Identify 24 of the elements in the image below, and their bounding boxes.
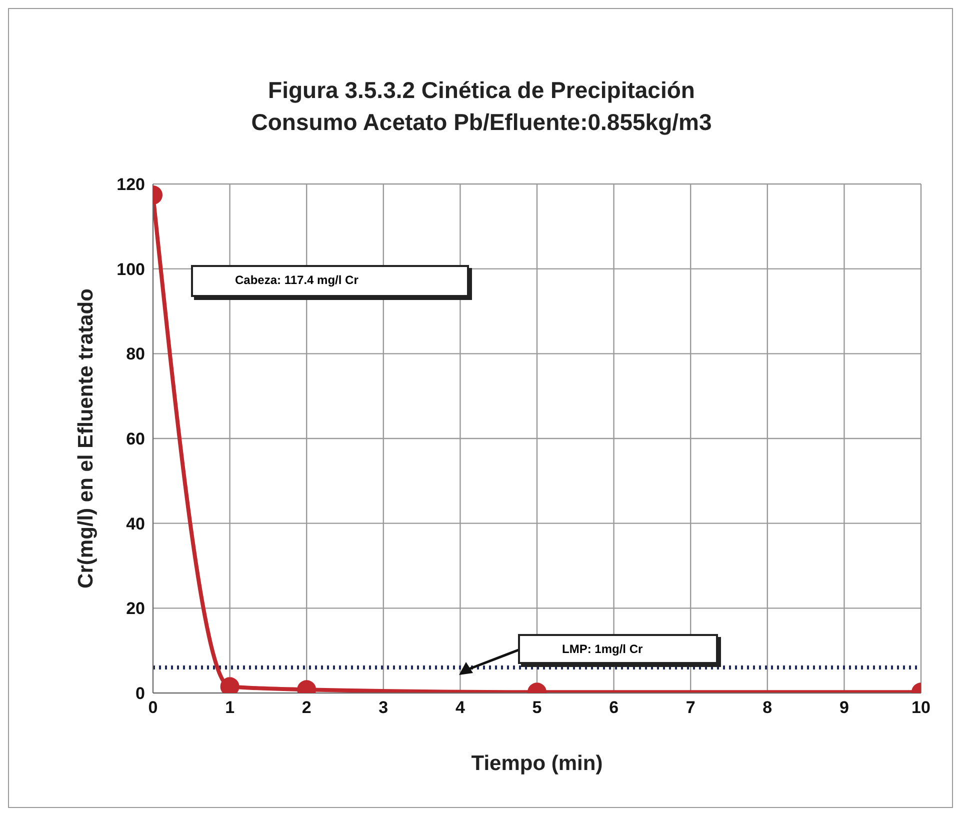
x-tick-label: 6	[609, 698, 619, 718]
annotation: LMP: 1mg/l Cr	[562, 642, 643, 656]
x-tick-label: 5	[532, 698, 542, 718]
x-tick-label: 3	[378, 698, 388, 718]
x-tick-label: 4	[455, 698, 466, 718]
x-tick-label: 1	[225, 698, 235, 718]
y-tick-label: 20	[126, 599, 145, 618]
y-tick-label: 60	[126, 430, 145, 449]
y-axis-title: Cr(mg/l) en el Efluente tratado	[74, 288, 98, 588]
x-tick-label: 8	[762, 698, 772, 718]
chart-title: Figura 3.5.3.2 Cinética de Precipitación	[267, 76, 696, 105]
y-tick-label: 0	[136, 684, 145, 704]
x-tick-label: 9	[839, 698, 849, 718]
annotation: Cabeza: 117.4 mg/l Cr	[235, 273, 358, 287]
y-tick-label: 40	[126, 514, 145, 534]
y-tick-label: 100	[116, 260, 145, 279]
x-tick-label: 0	[148, 698, 158, 718]
x-tick-label: 7	[686, 698, 696, 718]
x-tick-label: 2	[302, 698, 312, 718]
y-tick-label: 80	[126, 344, 145, 364]
y-tick-label: 120	[116, 175, 145, 194]
x-tick-label: 10	[912, 698, 930, 718]
chart-subtitle: Consumo Acetato Pb/Efluente:0.855kg/m3	[250, 108, 713, 137]
x-axis-title: Tiempo (min)	[471, 752, 603, 775]
